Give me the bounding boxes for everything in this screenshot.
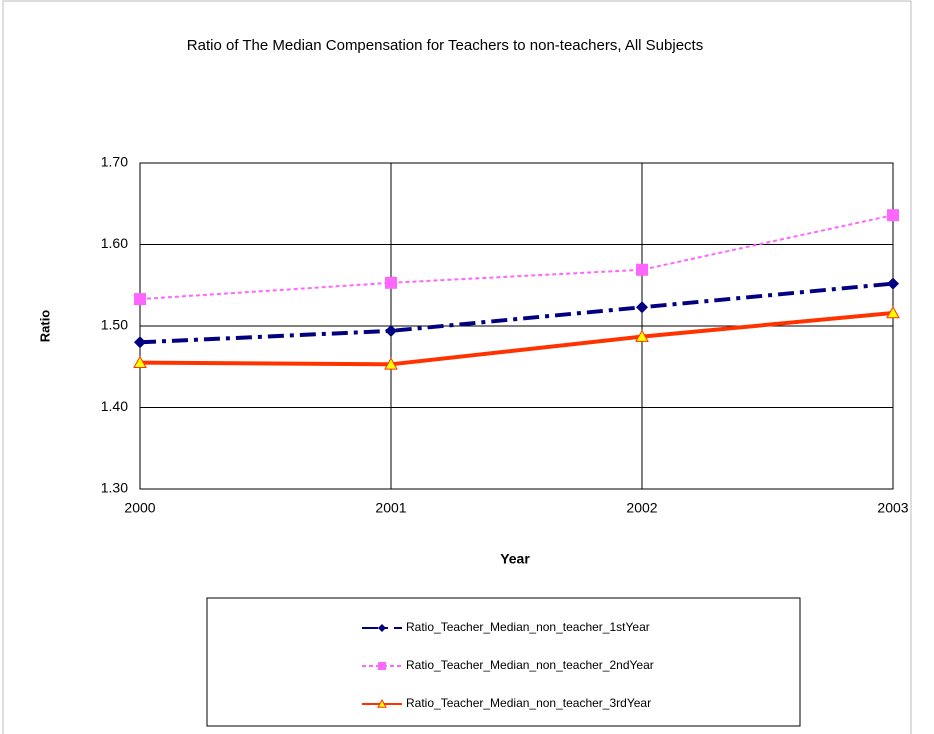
point xyxy=(886,305,900,319)
legend-box xyxy=(206,597,801,727)
x-tick-label: 2001 xyxy=(375,500,406,516)
point xyxy=(384,357,398,370)
point xyxy=(635,329,649,342)
y-axis-label: Ratio xyxy=(37,310,52,343)
point xyxy=(887,277,899,290)
y-tick-label: 1.30 xyxy=(101,480,128,496)
series-line xyxy=(139,214,894,301)
point xyxy=(377,698,387,708)
point xyxy=(134,293,146,306)
y-tick-label: 1.40 xyxy=(101,398,128,414)
x-axis-label: Year xyxy=(500,551,530,567)
legend-label: Ratio_Teacher_Median_non_teacher_1stYear xyxy=(406,620,650,634)
point xyxy=(385,324,397,337)
y-tick-label: 1.50 xyxy=(101,317,128,333)
chart-frame xyxy=(2,0,912,734)
x-tick-label: 2000 xyxy=(124,500,155,516)
legend-label: Ratio_Teacher_Median_non_teacher_2ndYear xyxy=(406,658,654,672)
y-tick-label: 1.60 xyxy=(101,235,128,251)
series-line xyxy=(139,281,894,345)
x-tick-label: 2002 xyxy=(626,500,657,516)
point xyxy=(887,209,899,222)
plot-border xyxy=(139,162,894,490)
point xyxy=(378,662,386,670)
point xyxy=(134,336,146,349)
point xyxy=(133,355,147,368)
point xyxy=(385,276,397,289)
series-line xyxy=(139,310,894,367)
y-tick-label: 1.70 xyxy=(101,154,128,170)
chart-title: Ratio of The Median Compensation for Tea… xyxy=(187,37,703,54)
x-tick-label: 2003 xyxy=(877,500,908,516)
point xyxy=(636,301,648,314)
point xyxy=(636,263,648,276)
legend-label: Ratio_Teacher_Median_non_teacher_3rdYear xyxy=(406,696,651,710)
point xyxy=(378,624,386,632)
